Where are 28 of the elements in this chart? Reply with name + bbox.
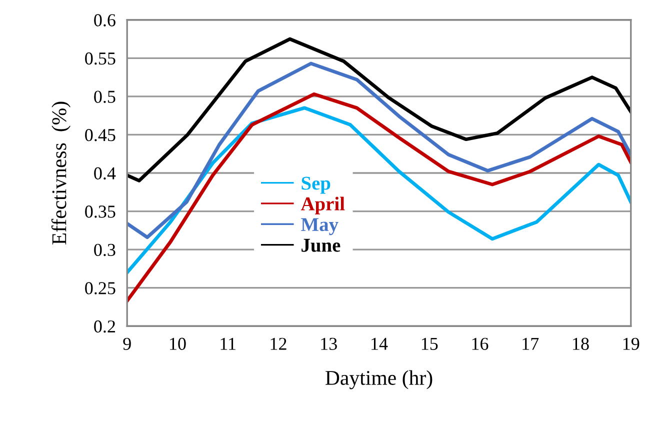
x-tick-label: 15 — [422, 338, 438, 350]
y-tick-label: 0.2 — [94, 320, 115, 333]
y-tick-label: 0.6 — [94, 14, 116, 26]
y-tick-label: 0.5 — [94, 90, 116, 103]
legend-label: Sep — [302, 176, 330, 194]
x-tick-label: 9 — [123, 338, 131, 350]
y-tick-label: 0.55 — [85, 52, 116, 65]
x-tick-label: 18 — [573, 338, 589, 350]
y-tick-label: 0.35 — [85, 206, 116, 218]
y-tick-label: 0.4 — [94, 167, 116, 180]
x-tick-label: 12 — [270, 338, 286, 350]
y-tick-label: 0.45 — [85, 128, 116, 142]
x-tick-label: 19 — [623, 338, 640, 350]
line-series — [127, 92, 631, 303]
x-tick-label: 13 — [321, 338, 337, 350]
y-tick-label: 0.3 — [94, 244, 116, 256]
legend-label: June — [302, 238, 340, 252]
y-axis-title: Effectivness (%) — [51, 102, 71, 245]
x-tick-label: 14 — [372, 338, 388, 350]
y-tick-label: 0.25 — [85, 282, 116, 294]
x-tick-label: 16 — [472, 338, 488, 350]
x-tick-label: 10 — [170, 338, 186, 350]
legend-label: May — [301, 218, 338, 236]
x-tick-label: 17 — [522, 338, 539, 350]
legend-label: April — [300, 196, 345, 214]
line-series — [127, 62, 631, 240]
x-axis-title: Daytime (hr) — [326, 370, 432, 390]
x-tick-label: 11 — [220, 338, 236, 350]
